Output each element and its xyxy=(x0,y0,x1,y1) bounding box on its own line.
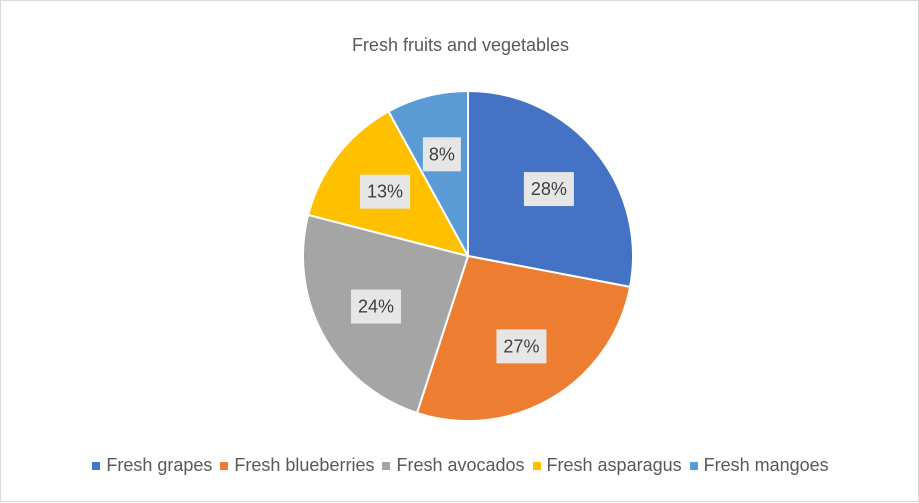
legend-label: Fresh mangoes xyxy=(703,455,829,475)
data-label-4: 8% xyxy=(422,137,461,172)
data-label-3: 13% xyxy=(360,174,411,209)
data-label-text: 28% xyxy=(531,179,567,199)
data-label-text: 24% xyxy=(358,297,394,317)
chart-title: Fresh fruits and vegetables xyxy=(351,35,570,55)
legend-item-1: Fresh blueberries xyxy=(220,455,374,476)
data-label-box xyxy=(523,172,574,207)
legend-label: Fresh blueberries xyxy=(234,455,375,475)
pie-slice-4 xyxy=(387,89,469,257)
legend-swatch xyxy=(92,461,101,470)
legend-label: Fresh grapes xyxy=(106,455,213,475)
legend-item-4: Fresh mangoes xyxy=(689,455,829,476)
chart-legend: Fresh grapes Fresh blueberries Fresh avoca… xyxy=(1,455,919,476)
data-label-text: 27% xyxy=(503,336,539,356)
data-label-1: 27% xyxy=(496,329,547,364)
data-label-text: 8% xyxy=(429,144,455,164)
legend-label: Fresh asparagus xyxy=(546,455,682,475)
data-label-box xyxy=(422,137,461,172)
data-label-box xyxy=(350,289,401,324)
legend-item-3: Fresh asparagus xyxy=(532,455,682,476)
data-label-2: 24% xyxy=(350,289,401,324)
legend-swatch xyxy=(689,461,698,470)
data-label-0: 28% xyxy=(523,172,574,207)
legend-swatch xyxy=(382,461,391,470)
legend-swatch xyxy=(220,461,229,470)
legend-item-2: Fresh avocados xyxy=(382,455,525,476)
legend-swatch xyxy=(532,461,541,470)
data-label-box xyxy=(496,329,547,364)
data-label-box xyxy=(360,174,411,209)
data-label-text: 13% xyxy=(367,182,403,202)
legend-label: Fresh avocados xyxy=(396,455,525,475)
legend-item-0: Fresh grapes xyxy=(92,455,212,476)
